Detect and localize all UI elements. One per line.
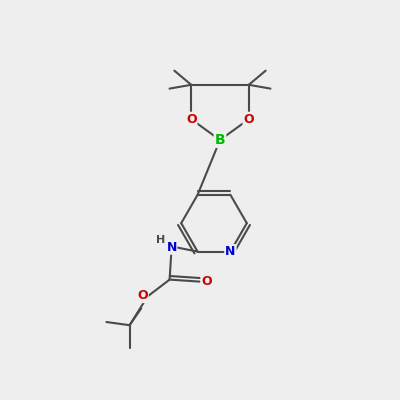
Text: O: O <box>202 275 212 288</box>
Text: H: H <box>156 235 165 245</box>
Text: O: O <box>244 113 254 126</box>
Text: N: N <box>225 245 236 258</box>
Text: O: O <box>186 113 196 126</box>
Text: N: N <box>166 241 177 254</box>
Text: B: B <box>215 133 225 147</box>
Text: O: O <box>137 289 148 302</box>
